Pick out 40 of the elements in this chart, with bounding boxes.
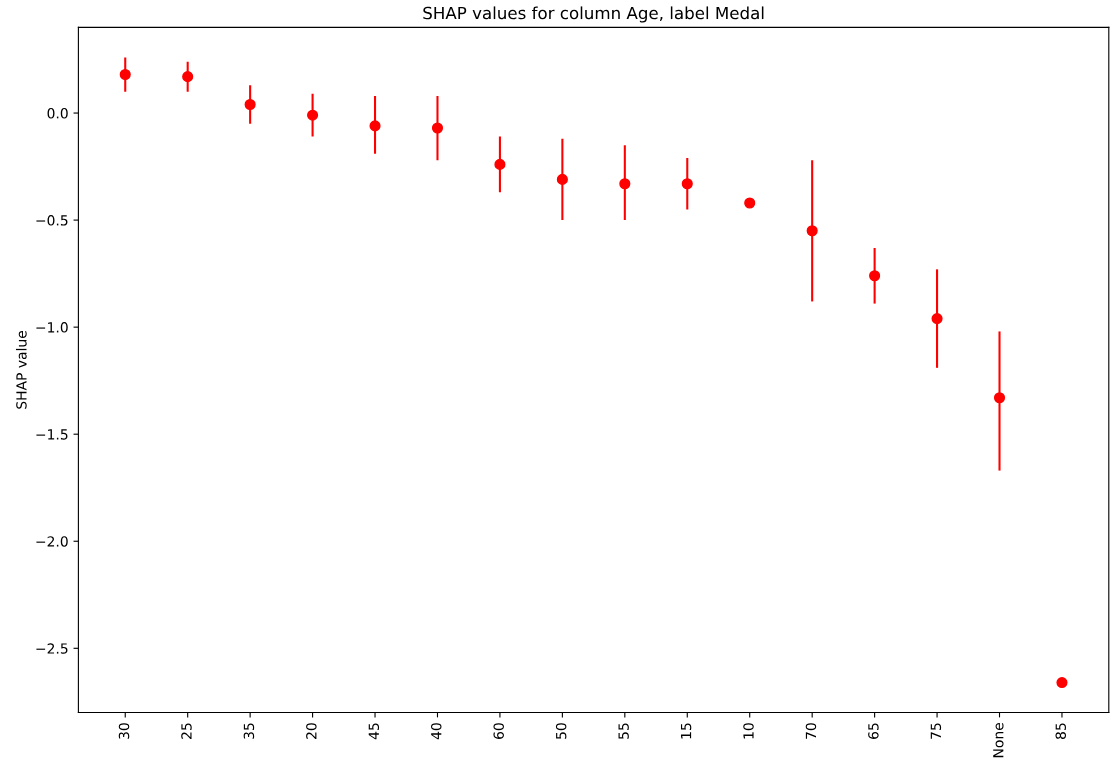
- x-tick-label: 15: [680, 723, 692, 739]
- x-tick-label: 85: [1055, 723, 1066, 739]
- y-tick-label: −2.0: [36, 536, 68, 547]
- chart-title: SHAP values for column Age, label Medal: [423, 6, 764, 23]
- x-tick-label: 35: [243, 723, 255, 739]
- y-tick-label: −1.5: [36, 429, 68, 440]
- x-tick-label: None: [993, 722, 1004, 758]
- x-tick-label: 60: [493, 723, 504, 739]
- point: [307, 109, 319, 121]
- point: [1056, 676, 1068, 689]
- x-tick-label: 40: [431, 723, 442, 740]
- point: [431, 122, 444, 134]
- point: [744, 197, 756, 209]
- y-axis-title: SHAP value: [15, 330, 27, 409]
- point: [931, 313, 943, 325]
- x-tick-label: 75: [930, 723, 942, 739]
- x-tick-label: 25: [181, 723, 192, 739]
- x-tick-label: 30: [118, 723, 130, 739]
- x-tick-label: 20: [306, 723, 317, 739]
- x-tick-label: 70: [805, 723, 817, 739]
- x-tick-label: 55: [618, 723, 629, 739]
- point: [494, 158, 506, 170]
- y-tick-label: −1.0: [36, 322, 68, 333]
- point: [806, 225, 818, 237]
- point: [369, 120, 381, 132]
- x-tick-label: 10: [743, 723, 754, 739]
- y-tick-label: −0.5: [36, 215, 68, 226]
- point: [619, 178, 631, 190]
- x-tick-label: 50: [555, 723, 567, 739]
- point: [244, 98, 256, 111]
- point: [182, 71, 194, 83]
- x-tick-label: 65: [868, 723, 879, 739]
- point: [119, 68, 131, 81]
- y-tick-label: 0.0: [47, 108, 68, 119]
- point: [681, 178, 693, 190]
- point: [869, 270, 881, 282]
- y-tick-label: −2.5: [36, 643, 68, 654]
- point: [556, 173, 568, 185]
- x-tick-label: 45: [368, 723, 380, 740]
- point: [993, 392, 1006, 404]
